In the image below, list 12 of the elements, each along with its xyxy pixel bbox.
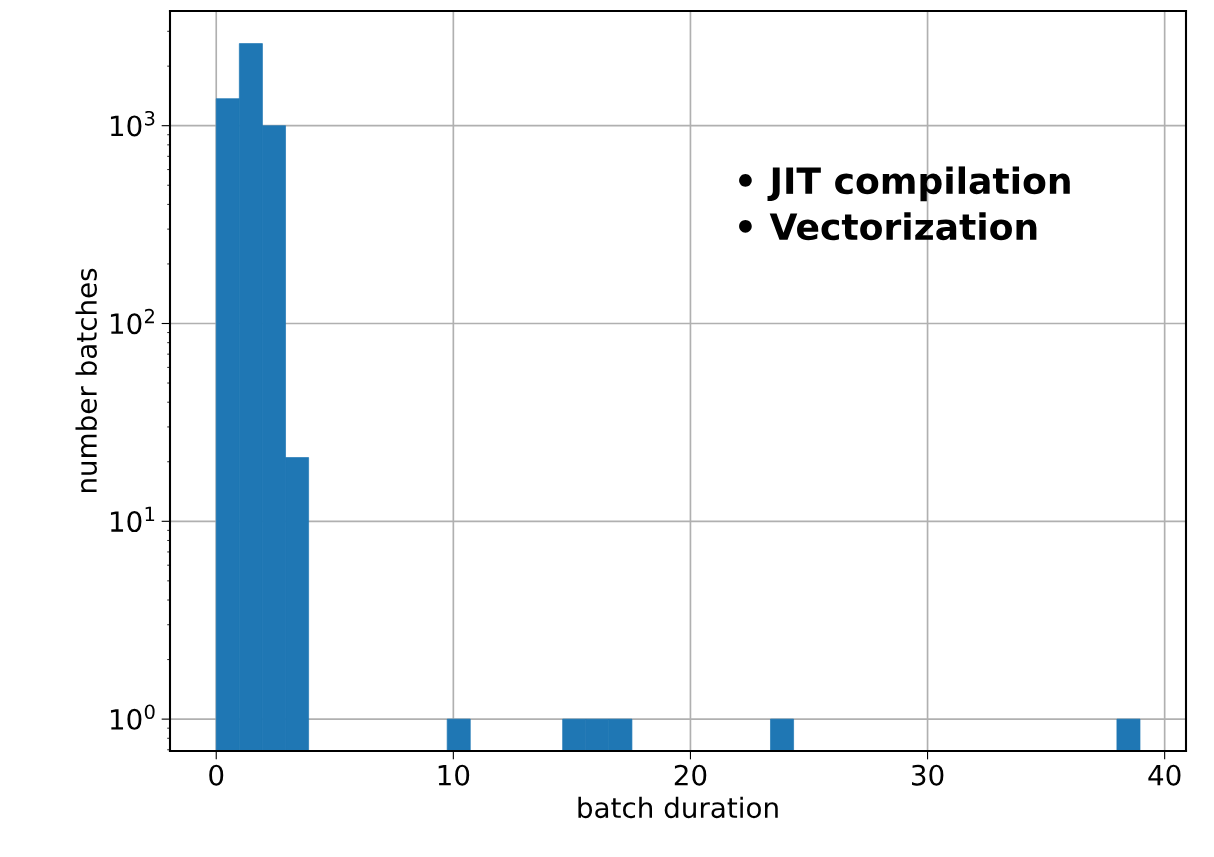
annotation: • JIT compilation • Vectorization [739, 166, 1070, 241]
y-tick-label: 10$^{3}$ [110, 110, 155, 137]
x-tick-label: 30 [912, 764, 944, 786]
y-axis-title: number batches [75, 268, 97, 493]
x-tick-label: 20 [674, 764, 707, 786]
y-tick-label: 10$^{1}$ [110, 506, 155, 533]
y-tick-label: 10$^{0}$ [110, 704, 155, 730]
x-axis-title: batch duration [578, 796, 778, 819]
x-tick-label: 0 [209, 764, 224, 786]
x-tick-label: 10 [438, 764, 470, 786]
x-tick-label: 40 [1148, 764, 1181, 786]
y-tick-label: 10$^{2}$ [110, 308, 154, 335]
